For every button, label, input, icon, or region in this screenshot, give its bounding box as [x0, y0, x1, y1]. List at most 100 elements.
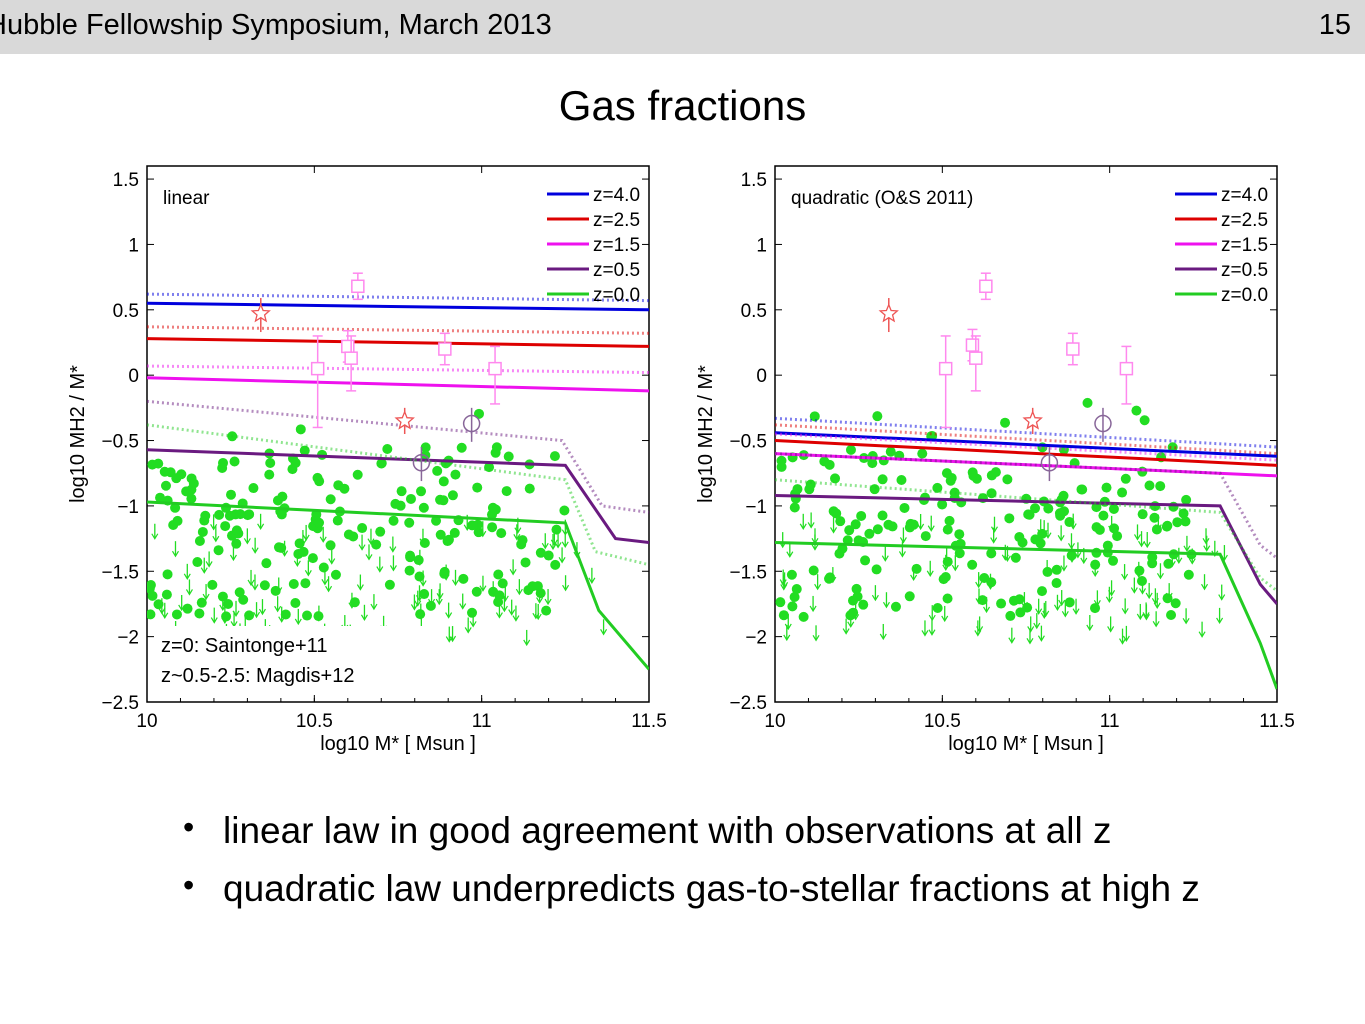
detection-dot: [501, 486, 512, 497]
detection-dot: [804, 484, 815, 495]
detection-dot: [467, 607, 478, 618]
upper-limit-arrowhead: [781, 582, 789, 589]
detection-dot: [1117, 487, 1128, 498]
upper-limit-arrowhead: [549, 543, 557, 551]
upper-limit-arrowhead: [501, 595, 509, 603]
upper-limit-arrowhead: [253, 611, 261, 619]
detection-dot: [302, 610, 313, 621]
detection-dot: [791, 584, 802, 595]
detection-dot: [186, 493, 197, 504]
detection-dot: [493, 569, 504, 580]
series-line: [147, 448, 649, 544]
series-line-dotted: [147, 325, 649, 335]
detection-dot: [491, 442, 502, 453]
upper-limit-arrowhead: [921, 630, 929, 637]
x-tick-label: 11.5: [1259, 711, 1295, 732]
detection-dot: [162, 569, 173, 580]
slide-header: Hubble Fellowship Symposium, March 2013 …: [0, 0, 1365, 54]
detection-dot: [438, 495, 449, 506]
upper-limit-arrowhead: [258, 608, 266, 616]
upper-limit-arrowhead: [1152, 620, 1160, 628]
detection-dot: [472, 482, 483, 493]
legend-label: z=2.5: [593, 210, 640, 231]
upper-limit-arrowhead: [910, 574, 918, 582]
bullet-dot-icon: •: [183, 809, 195, 845]
detection-dot: [848, 595, 859, 606]
obs-circle-marker: [1094, 414, 1112, 433]
upper-limit-arrowhead: [464, 627, 472, 634]
detection-dot: [200, 510, 211, 521]
upper-limit-arrowhead: [942, 564, 950, 571]
detection-dot: [871, 564, 882, 575]
upper-limit-arrowhead: [442, 574, 450, 581]
legend-label: z=1.5: [1221, 235, 1268, 256]
detection-dot: [153, 458, 164, 469]
header-title: Hubble Fellowship Symposium, March 2013: [0, 9, 552, 41]
upper-limit-arrowhead: [367, 538, 375, 545]
detection-dot: [1108, 503, 1119, 514]
upper-limit-arrowhead: [221, 617, 229, 625]
upper-limit-arrowhead: [799, 523, 807, 530]
detection-dot: [986, 488, 997, 499]
detection-dot: [535, 547, 546, 558]
detection-dot: [550, 559, 561, 570]
bullet-dot-icon: •: [183, 867, 195, 903]
upper-limit-arrowhead: [278, 616, 286, 623]
detection-dot: [541, 605, 552, 616]
detection-dot: [1137, 509, 1148, 520]
detection-dot: [1015, 607, 1026, 618]
upper-limit-arrowhead: [1027, 626, 1035, 633]
detection-dot: [244, 610, 255, 621]
detection-dot: [932, 602, 943, 613]
detection-dot: [265, 457, 276, 468]
detection-dot: [858, 599, 869, 610]
upper-limit-arrowhead: [489, 590, 497, 598]
detection-dot: [979, 573, 990, 584]
upper-limit-arrowhead: [202, 593, 210, 601]
detection-dot: [160, 480, 171, 491]
detection-dot: [885, 446, 896, 457]
detection-dot: [1163, 558, 1174, 569]
detection-dot: [405, 493, 416, 504]
series-line: [147, 376, 649, 393]
upper-limit-arrowhead: [1107, 626, 1115, 633]
upper-limit-arrowhead: [1072, 608, 1080, 615]
upper-limit-arrowhead: [474, 528, 482, 536]
series-line-dotted: [147, 423, 649, 567]
upper-limit-arrowhead: [558, 557, 566, 564]
detection-dot: [443, 534, 454, 545]
detection-dot: [220, 521, 231, 532]
series-line: [775, 541, 1277, 690]
legend-label: z=2.5: [1221, 210, 1268, 231]
detection-dot: [1183, 569, 1194, 580]
y-tick-label: 1.5: [741, 170, 767, 191]
detection-dot: [235, 509, 246, 520]
detection-dot: [155, 492, 166, 503]
upper-limit-arrowhead: [1043, 569, 1051, 577]
upper-limit-arrowhead: [514, 527, 522, 534]
legend-label: z=4.0: [1221, 185, 1268, 206]
detection-dot: [520, 557, 531, 568]
upper-limit-arrowhead: [1080, 557, 1088, 565]
detection-dot: [1004, 513, 1015, 524]
panel-label: quadratic (O&S 2011): [791, 188, 973, 209]
obs-star-marker: [394, 410, 415, 430]
detection-dot: [896, 475, 907, 486]
upper-limit-arrowhead: [1165, 592, 1173, 600]
detection-dot: [447, 490, 458, 501]
detection-dot: [375, 526, 386, 537]
upper-limit-arrowhead: [1037, 528, 1045, 536]
upper-limit-arrowhead: [990, 526, 999, 533]
upper-limit-arrowhead: [917, 523, 925, 531]
detection-dot: [276, 542, 287, 553]
upper-limit-arrowhead: [1108, 589, 1116, 597]
upper-limit-arrowhead: [360, 614, 368, 621]
upper-limit-arrowhead: [1133, 534, 1142, 541]
detection-dot: [330, 569, 341, 580]
detection-dot: [171, 473, 182, 484]
obs-circle-marker: [462, 414, 481, 433]
detection-dot: [1150, 501, 1161, 512]
detection-dot: [404, 517, 415, 528]
upper-limit-arrowhead: [247, 579, 255, 587]
upper-limit-arrowhead: [926, 570, 934, 577]
